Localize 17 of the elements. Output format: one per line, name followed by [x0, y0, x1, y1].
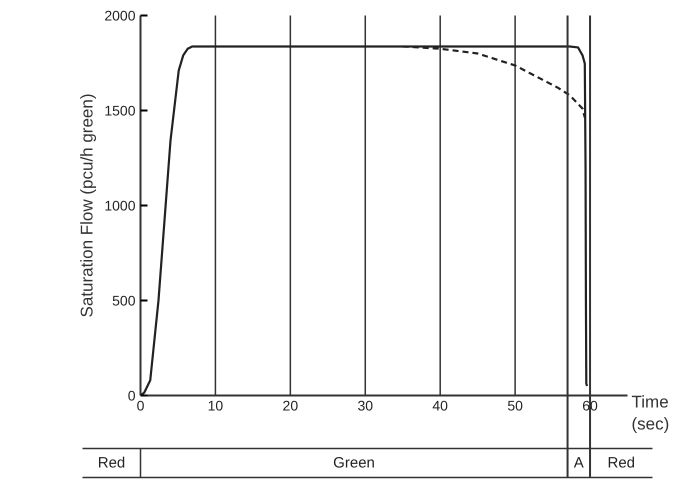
- y-tick-label: 1000: [104, 198, 136, 214]
- x-axis-title: Time (sec): [632, 392, 670, 434]
- text: Green: [333, 454, 375, 472]
- x-tick-label: 50: [507, 398, 524, 414]
- y-axis-title: Saturation Flow (pcu/h green): [77, 94, 96, 318]
- x-tick-label: 10: [208, 398, 224, 414]
- text: A: [574, 454, 584, 472]
- line-series: [139, 45, 588, 397]
- x-tick-label: 40: [432, 398, 448, 414]
- y-tick-label: 0: [128, 388, 136, 404]
- x-tick-label: 20: [282, 398, 298, 414]
- y-tick-label: 2000: [104, 8, 136, 24]
- text: Red: [608, 454, 636, 472]
- x-tick-label: 30: [357, 398, 374, 414]
- y-tick-label: 1500: [104, 102, 136, 118]
- text: Red: [98, 454, 126, 472]
- y-tick-label: 500: [112, 292, 136, 308]
